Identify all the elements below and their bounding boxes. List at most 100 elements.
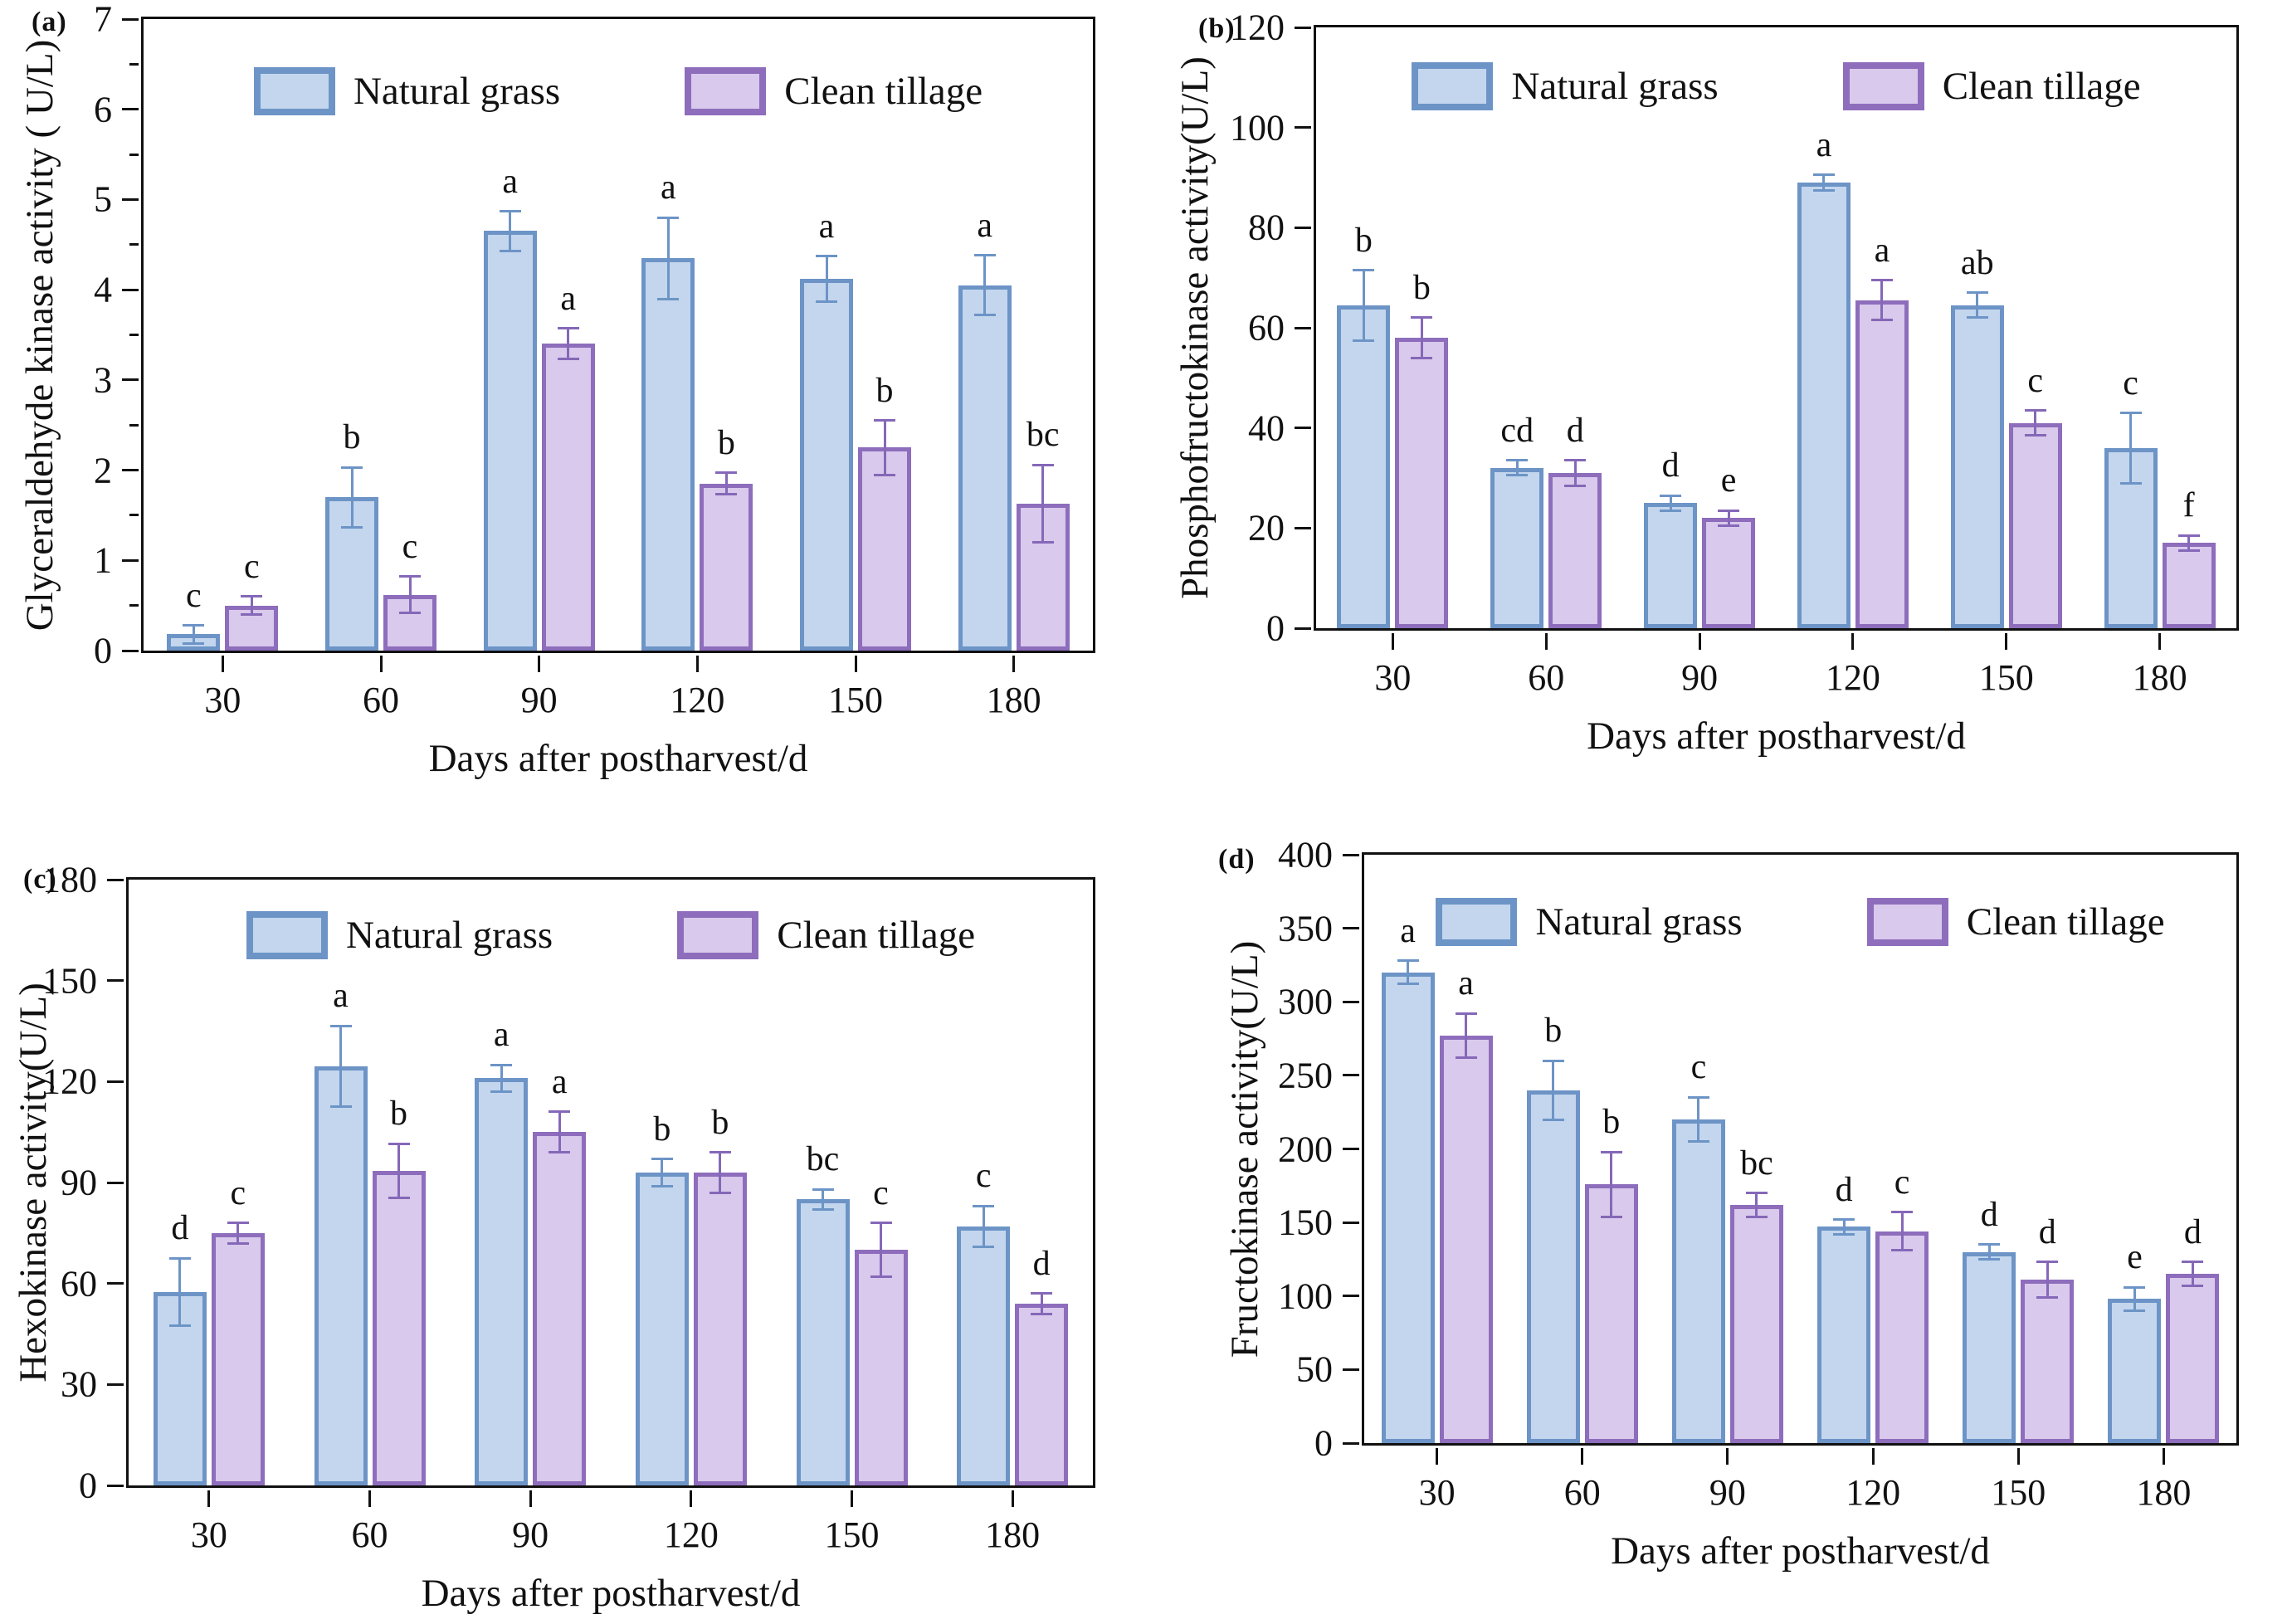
x-tick	[207, 1490, 211, 1507]
x-tick	[2005, 633, 2008, 650]
x-tick-label: 60	[363, 680, 399, 720]
y-tick	[1295, 427, 1311, 430]
y-tick-label: 60	[61, 1263, 97, 1305]
error-bar-cap-top-clean-tillage	[399, 575, 421, 578]
error-bar-cap-bottom-natural-grass	[2124, 1309, 2146, 1312]
y-tick	[107, 979, 124, 983]
y-tick-label: 30	[61, 1363, 97, 1405]
significance-letter: e	[2127, 1238, 2143, 1277]
y-tick	[1343, 1221, 1359, 1224]
bar-natural-grass	[1671, 1119, 1725, 1443]
bar-natural-grass	[1963, 1251, 2016, 1443]
significance-letter: cd	[1500, 411, 1534, 450]
y-tick-label: 150	[1278, 1202, 1333, 1243]
error-bar-cap-top-clean-tillage	[2177, 534, 2200, 537]
bar-natural-grass	[1337, 305, 1391, 628]
significance-letter: a	[818, 207, 835, 246]
x-axis-label: Days after postharvest/d	[1611, 1529, 1990, 1573]
bar-clean-tillage	[2008, 422, 2062, 628]
error-bar-cap-bottom-natural-grass	[490, 1090, 513, 1093]
error-bar-cap-bottom-clean-tillage	[870, 1275, 892, 1279]
bar-clean-tillage	[1439, 1036, 1493, 1443]
significance-letter: b	[653, 1109, 671, 1149]
y-tick	[1295, 26, 1311, 29]
x-tick-label: 90	[1681, 657, 1719, 698]
error-bar-line-natural-grass	[192, 625, 195, 644]
error-bar-cap-bottom-natural-grass	[1833, 1232, 1855, 1236]
y-tick	[1295, 627, 1311, 630]
error-bar-cap-bottom-natural-grass	[341, 525, 363, 529]
error-bar-cap-bottom-natural-grass	[1542, 1118, 1564, 1121]
significance-letter: a	[1874, 231, 1890, 270]
y-tick	[122, 17, 139, 21]
bar-natural-grass	[483, 231, 537, 651]
error-bar-line-natural-grass	[1822, 175, 1826, 191]
error-bar-line-clean-tillage	[1610, 1152, 1613, 1217]
significance-letter: d	[1980, 1195, 1998, 1234]
error-bar-cap-bottom-clean-tillage	[715, 493, 738, 496]
y-tick	[1343, 1441, 1359, 1445]
error-bar-line-natural-grass	[1407, 960, 1410, 984]
significance-letter: a	[1400, 911, 1416, 950]
plot-canvas: 0 50 100 150 200 250 300 350 400 30 60 90 120 150 180 a…	[1278, 835, 2236, 1513]
error-bar-line-natural-grass	[1987, 1244, 1991, 1260]
y-tick	[107, 1383, 124, 1386]
error-bar-cap-bottom-natural-grass	[499, 249, 521, 252]
bar-natural-grass	[958, 285, 1012, 651]
x-tick-label: 90	[1709, 1472, 1746, 1513]
y-tick-label: 60	[1248, 307, 1285, 349]
significance-letter: d	[2183, 1212, 2202, 1251]
y-tick	[122, 378, 139, 382]
x-tick-label: 60	[1563, 1472, 1601, 1513]
y-tick-label: 5	[94, 178, 112, 220]
error-bar-cap-bottom-clean-tillage	[1031, 541, 1054, 544]
y-tick-label: 350	[1278, 908, 1333, 949]
y-tick	[122, 108, 139, 111]
error-bar-line-clean-tillage	[1727, 510, 1730, 526]
x-tick-label: 30	[1418, 1472, 1456, 1513]
error-bar-cap-bottom-clean-tillage	[874, 473, 895, 476]
y-tick-label: 100	[1278, 1275, 1333, 1317]
error-bar-cap-top-natural-grass	[1687, 1095, 1709, 1099]
plot-area: Natural grass Clean tillage 0 20 40 60 80 100…	[1230, 7, 2239, 698]
y-minor-tick	[129, 334, 139, 336]
error-bar-cap-bottom-natural-grass	[1353, 339, 1375, 342]
x-tick	[851, 1490, 853, 1507]
error-bar-cap-top-natural-grass	[816, 255, 837, 258]
x-tick-label: 30	[1374, 657, 1412, 698]
significance-letter: d	[1566, 411, 1584, 450]
error-bar-cap-bottom-clean-tillage	[557, 358, 579, 361]
error-bar-cap-bottom-clean-tillage	[1600, 1215, 1622, 1218]
significance-letter: c	[2027, 361, 2044, 400]
bar-natural-grass	[475, 1078, 529, 1485]
y-tick-label: 40	[1248, 407, 1285, 449]
x-tick	[695, 656, 699, 672]
y-tick	[107, 1181, 124, 1184]
plot-area: Natural grass Clean tillage 0 1 2 3 4 5 6 7 30 60…	[94, 0, 1095, 720]
y-tick	[1343, 1074, 1359, 1077]
y-tick	[122, 649, 139, 652]
y-tick-label: 0	[94, 630, 112, 671]
y-tick-label: 0	[1266, 607, 1285, 649]
error-bar-line-clean-tillage	[1040, 1293, 1043, 1314]
error-bar-line-clean-tillage	[237, 1222, 240, 1243]
error-bar-cap-bottom-clean-tillage	[1870, 319, 1893, 322]
x-axis-label: Days after postharvest/d	[1587, 714, 1966, 758]
significance-letter: bc	[806, 1140, 840, 1179]
error-bar-cap-top-clean-tillage	[709, 1151, 731, 1153]
y-tick-label: 7	[94, 0, 112, 40]
panel-letter-d: (d)	[1218, 844, 1256, 875]
x-tick	[379, 656, 383, 672]
error-bar-cap-bottom-natural-grass	[1397, 983, 1419, 986]
x-tick-label: 150	[824, 1514, 880, 1555]
y-tick	[122, 469, 139, 472]
significance-letter: b	[717, 423, 735, 462]
x-tick	[1581, 1448, 1584, 1465]
bar-clean-tillage	[1395, 338, 1449, 628]
y-tick	[1295, 526, 1311, 529]
x-tick-label: 120	[663, 1514, 719, 1555]
significance-letter: b	[390, 1095, 407, 1134]
error-bar-line-clean-tillage	[558, 1111, 561, 1153]
error-bar-cap-top-clean-tillage	[1031, 463, 1054, 466]
error-bar-cap-bottom-clean-tillage	[1745, 1215, 1768, 1218]
